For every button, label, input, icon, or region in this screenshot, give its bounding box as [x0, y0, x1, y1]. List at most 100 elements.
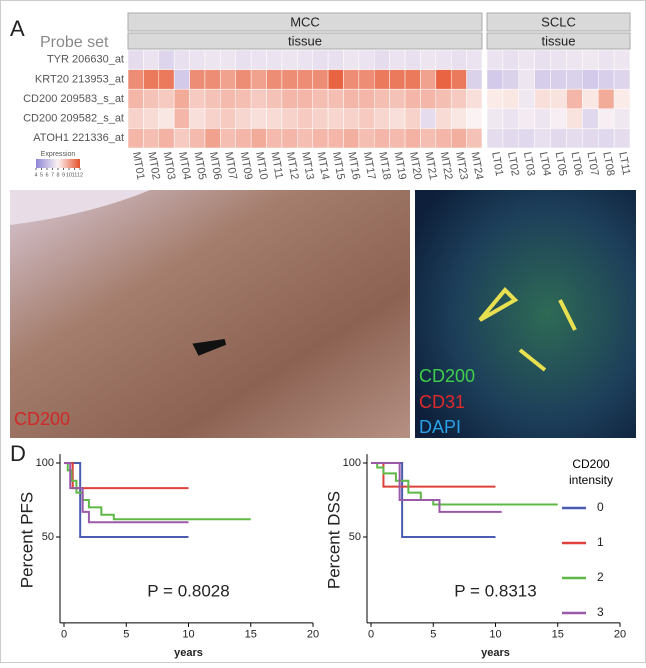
colorbar-tick-label: 9	[62, 172, 65, 178]
y-axis-title: Percent DSS	[324, 491, 343, 589]
heat-cell	[550, 108, 567, 129]
heat-cell	[597, 88, 615, 110]
heat-cell	[235, 69, 252, 90]
column-label: LT01	[489, 151, 505, 177]
heat-cell	[158, 69, 175, 90]
heat-cell	[220, 69, 236, 90]
heat-cell	[450, 128, 467, 149]
heat-cell	[343, 108, 360, 129]
column-label: MT09	[238, 151, 255, 181]
column-label: MT22	[438, 151, 455, 181]
heat-cell	[374, 128, 390, 149]
colorbar-tick-label: 12	[77, 172, 83, 178]
heat-cell	[297, 49, 313, 70]
column-label: LT11	[616, 151, 632, 176]
x-tick-label: 0	[61, 629, 67, 641]
heat-cell	[466, 128, 483, 149]
heat-cell	[420, 128, 437, 149]
colorbar-tick-label: 4	[34, 172, 37, 178]
stain-label: DAPI	[419, 417, 461, 437]
x-tick-label: 5	[123, 629, 129, 641]
heat-cell	[404, 69, 421, 90]
x-tick-label: 20	[614, 629, 626, 641]
heat-cell	[534, 88, 551, 110]
heat-cell	[502, 128, 520, 149]
heat-cell	[297, 88, 313, 110]
column-label: MT11	[268, 151, 285, 180]
heat-cell	[235, 49, 252, 70]
row-label: CD200 209583_s_at	[23, 93, 124, 105]
heat-cell	[127, 88, 144, 110]
column-label: MT23	[453, 151, 470, 181]
heat-cell	[389, 128, 406, 149]
heat-cell	[582, 49, 599, 70]
heat-cell	[502, 49, 520, 70]
heat-cell	[266, 128, 283, 149]
heat-cell	[204, 108, 221, 129]
column-label: LT04	[537, 151, 553, 177]
epidermis	[10, 190, 150, 225]
heat-cell	[250, 128, 267, 149]
heat-cell	[374, 49, 390, 70]
y-axis-title: Probe set	[40, 34, 109, 51]
heat-cell	[613, 69, 631, 90]
heat-cell	[534, 108, 551, 129]
legend-label: 1	[597, 535, 604, 549]
heat-cell	[312, 49, 329, 70]
column-label: MT02	[145, 151, 162, 181]
heat-cell	[502, 69, 520, 90]
p-value: P = 0.8313	[454, 581, 536, 600]
facet-header	[486, 32, 631, 50]
heat-cell	[534, 128, 551, 149]
heat-cell	[281, 108, 298, 129]
heat-cell	[550, 128, 567, 149]
y-axis-title: Percent PFS	[17, 492, 36, 588]
heat-cell	[297, 108, 313, 129]
heat-cell	[343, 69, 360, 90]
heat-cell	[173, 128, 190, 149]
heat-cell	[343, 128, 360, 149]
facet-header	[127, 12, 483, 32]
heat-cell	[250, 108, 267, 129]
row-label: KRT20 213953_at	[35, 73, 124, 85]
heat-cell	[518, 69, 535, 90]
heat-cell	[435, 49, 452, 70]
heat-cell	[266, 88, 283, 110]
heat-cell	[450, 88, 467, 110]
heat-cell	[327, 69, 344, 90]
heat-cell	[173, 69, 190, 90]
x-tick-label: 0	[368, 629, 374, 641]
colorbar-tick-label: 6	[45, 172, 48, 178]
colorbar	[36, 159, 80, 168]
heat-cell	[486, 69, 504, 90]
arrow	[192, 339, 227, 356]
column-label: LT08	[600, 151, 616, 177]
heat-cell	[466, 108, 483, 129]
heat-cell	[358, 49, 375, 70]
survival-curve	[64, 462, 189, 524]
heat-cell	[127, 49, 144, 70]
heat-cell	[613, 108, 631, 129]
colorbar-title: Expression	[41, 151, 76, 158]
heat-cell	[281, 49, 298, 70]
facet-subtitle: tissue	[288, 33, 322, 48]
heat-cell	[466, 88, 483, 110]
heat-cell	[297, 69, 313, 90]
heat-cell	[358, 108, 375, 129]
heat-cell	[143, 88, 160, 110]
legend-title-text: CD200 intensity	[568, 457, 614, 487]
heat-cell	[450, 108, 467, 129]
heat-cell	[312, 128, 329, 149]
heat-cell	[358, 128, 375, 149]
facet-header	[486, 12, 631, 32]
heat-cell	[250, 49, 267, 70]
heat-cell	[566, 128, 583, 149]
column-label: MT19	[392, 151, 409, 181]
heat-cell	[550, 88, 567, 110]
column-label: MT03	[161, 151, 178, 181]
heat-cell	[420, 108, 437, 129]
y-tick-label: 50	[42, 531, 54, 543]
row-label: ATOH1 221336_at	[33, 132, 124, 144]
heat-cell	[374, 108, 390, 129]
heat-cell	[173, 49, 190, 70]
